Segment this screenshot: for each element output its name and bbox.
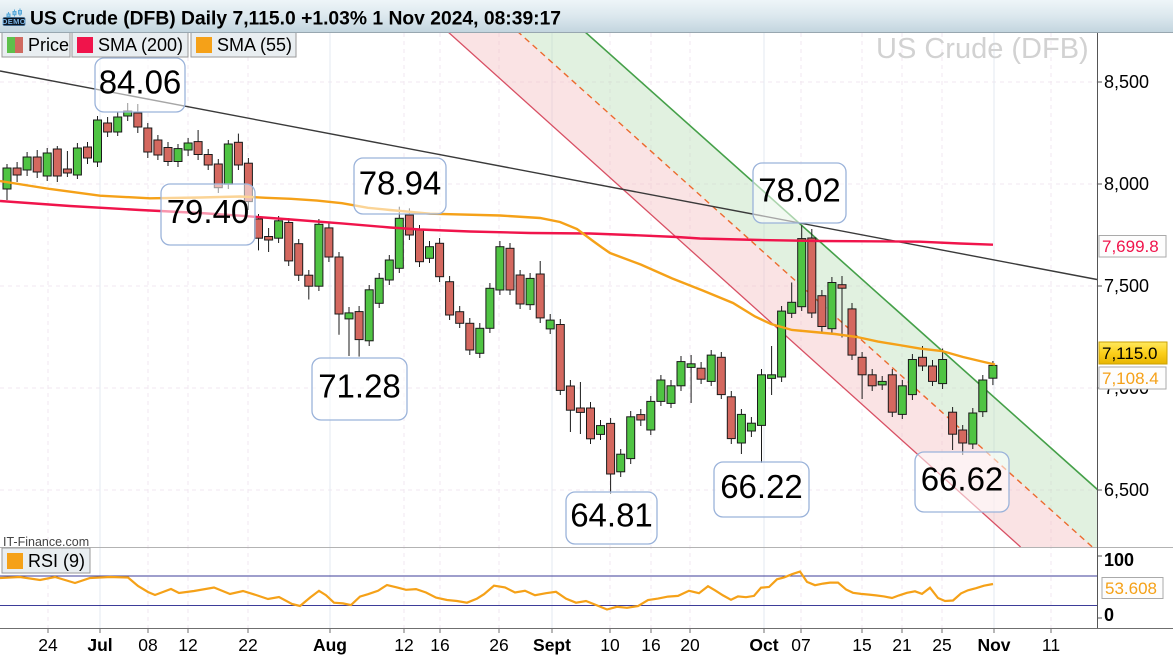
svg-text:71.28: 71.28: [318, 368, 401, 405]
svg-text:16: 16: [430, 635, 449, 655]
svg-text:15: 15: [852, 635, 871, 655]
svg-text:78.02: 78.02: [758, 172, 841, 209]
svg-text:21: 21: [892, 635, 911, 655]
svg-text:11: 11: [1042, 635, 1060, 655]
svg-text:24: 24: [38, 635, 58, 655]
svg-text:53.608: 53.608: [1105, 579, 1157, 598]
svg-text:Jul: Jul: [87, 635, 112, 655]
svg-text:20: 20: [680, 635, 700, 655]
svg-text:12: 12: [394, 635, 413, 655]
svg-text:IT-Finance.com: IT-Finance.com: [3, 535, 89, 549]
svg-text:08: 08: [138, 635, 157, 655]
svg-text:SMA (200): SMA (200): [98, 35, 183, 55]
svg-text:84.06: 84.06: [99, 64, 182, 101]
svg-text:07: 07: [791, 635, 810, 655]
svg-text:Oct: Oct: [749, 635, 778, 655]
svg-text:DEMO: DEMO: [2, 17, 26, 26]
svg-text:100: 100: [1104, 550, 1134, 570]
svg-text:Sept: Sept: [533, 635, 571, 655]
svg-text:66.62: 66.62: [921, 461, 1004, 498]
svg-text:64.81: 64.81: [570, 497, 653, 534]
svg-text:8,500: 8,500: [1104, 72, 1149, 92]
svg-text:10: 10: [600, 635, 620, 655]
svg-text:78.94: 78.94: [359, 165, 442, 202]
svg-text:US Crude (DFB) Daily 7,115.0 +: US Crude (DFB) Daily 7,115.0 +1.03% 1 No…: [30, 9, 561, 30]
svg-text:0: 0: [1104, 605, 1114, 625]
svg-text:RSI (9): RSI (9): [28, 551, 85, 571]
svg-text:25: 25: [932, 635, 951, 655]
svg-text:Price: Price: [28, 35, 69, 55]
svg-text:Aug: Aug: [313, 635, 347, 655]
svg-text:12: 12: [178, 635, 197, 655]
svg-text:8,000: 8,000: [1104, 174, 1149, 194]
svg-text:16: 16: [641, 635, 660, 655]
svg-text:US Crude (DFB): US Crude (DFB): [876, 33, 1089, 65]
svg-text:7,108.4: 7,108.4: [1102, 369, 1159, 388]
svg-text:66.22: 66.22: [720, 468, 803, 505]
svg-text:6,500: 6,500: [1104, 480, 1149, 500]
svg-text:SMA (55): SMA (55): [217, 35, 292, 55]
svg-text:79.40: 79.40: [167, 193, 250, 230]
svg-text:7,699.8: 7,699.8: [1102, 237, 1159, 256]
svg-text:Nov: Nov: [977, 635, 1010, 655]
svg-text:7,500: 7,500: [1104, 276, 1149, 296]
svg-text:26: 26: [489, 635, 508, 655]
svg-text:22: 22: [238, 635, 257, 655]
svg-text:7,115.0: 7,115.0: [1102, 344, 1157, 363]
